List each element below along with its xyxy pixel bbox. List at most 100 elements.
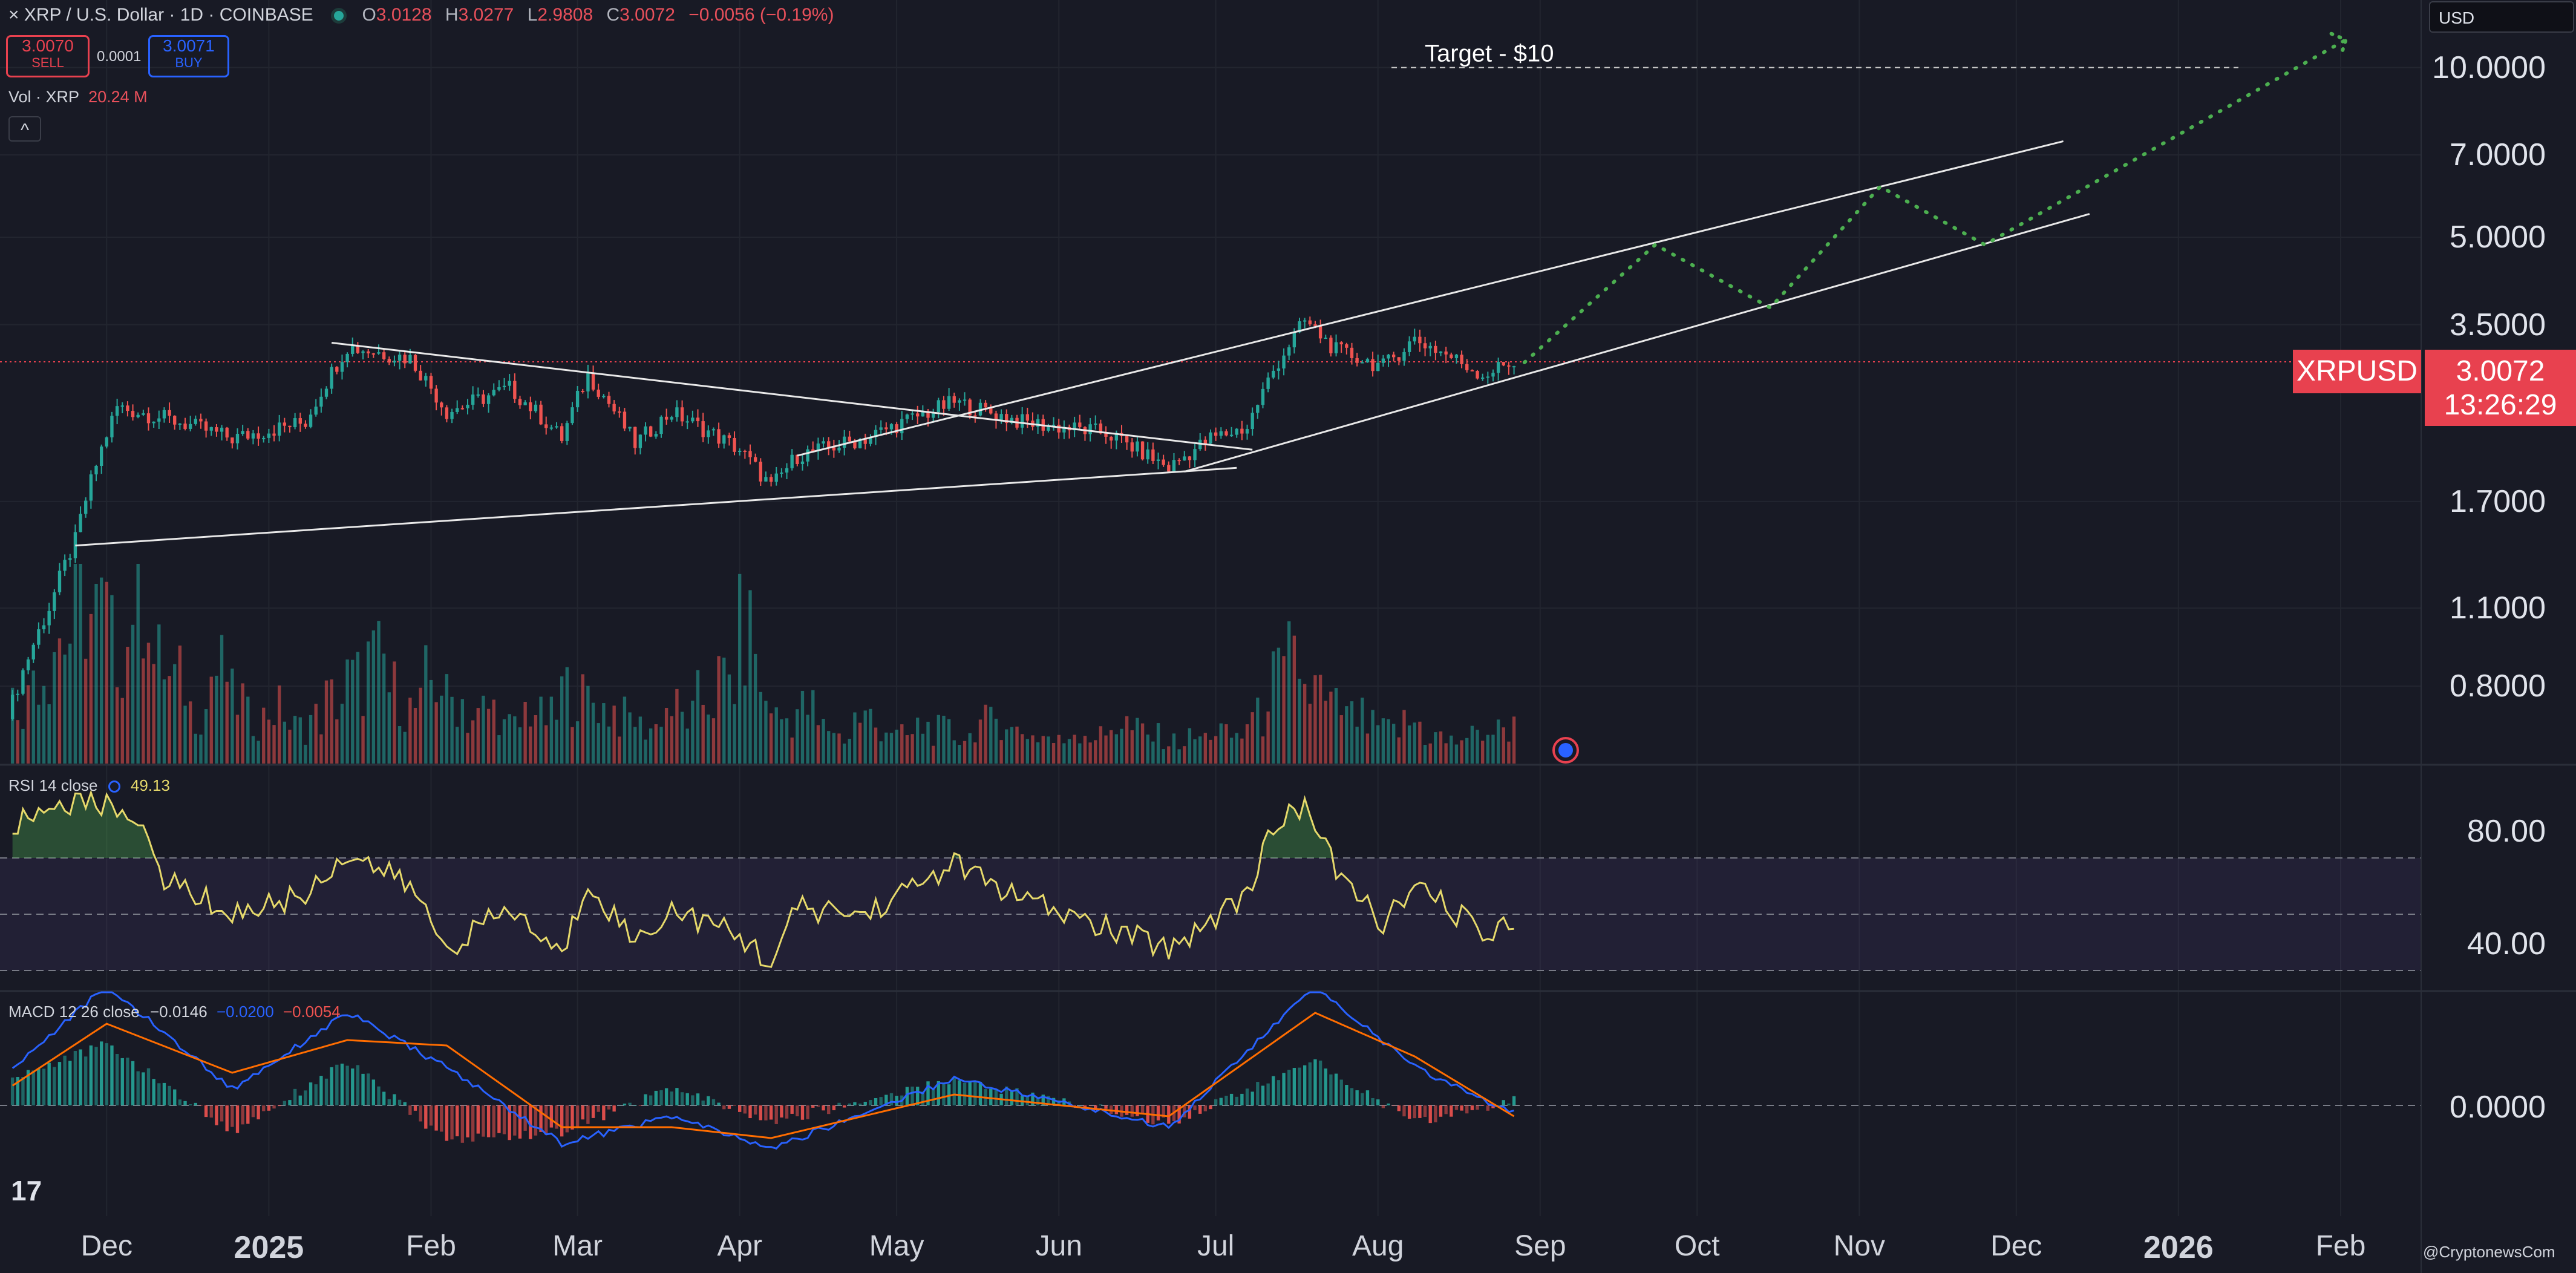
- sell-button[interactable]: 3.0070 SELL: [6, 35, 90, 77]
- macd-histogram-bar: [1407, 1105, 1411, 1119]
- volume-bar: [26, 685, 30, 764]
- macd-histogram-bar: [1183, 1105, 1186, 1118]
- volume-bar: [670, 716, 673, 764]
- volume-bar: [146, 643, 151, 764]
- volume-bar: [1486, 735, 1490, 764]
- candle-body: [178, 424, 182, 425]
- projection-path: [1522, 31, 2349, 364]
- volume-bar: [1146, 735, 1149, 764]
- candle: [393, 355, 396, 367]
- candle-body: [931, 412, 935, 418]
- collapse-button[interactable]: ^: [8, 116, 41, 142]
- candle-body: [602, 396, 606, 398]
- macd-histogram-bar: [638, 1105, 642, 1106]
- candle-body: [989, 407, 993, 414]
- volume-bar: [612, 705, 616, 764]
- volume-bar: [1376, 725, 1380, 764]
- candle-body: [1146, 449, 1149, 460]
- candle: [403, 350, 407, 368]
- volume-bar: [1125, 716, 1129, 764]
- macd-histogram-bar: [157, 1083, 161, 1105]
- macd-histogram-bar: [1292, 1068, 1296, 1105]
- macd-histogram-bar: [1502, 1100, 1505, 1105]
- candle-body: [1434, 345, 1437, 353]
- volume-bar: [555, 719, 558, 764]
- candle: [319, 388, 323, 413]
- bar-countdown: 13:26:29: [2444, 389, 2557, 421]
- candle: [1167, 461, 1171, 473]
- candle: [1266, 372, 1270, 393]
- candle-body: [508, 381, 511, 386]
- candle-body: [115, 406, 119, 416]
- volume-bar: [602, 703, 606, 764]
- macd-histogram-bar: [21, 1077, 25, 1105]
- volume-bar: [869, 708, 872, 764]
- macd-histogram-bar: [340, 1063, 344, 1105]
- currency-select[interactable]: USD: [2429, 1, 2574, 33]
- candle: [1235, 428, 1238, 438]
- buy-button[interactable]: 3.0071 BUY: [148, 35, 229, 77]
- volume-bar: [905, 735, 909, 764]
- volume-bar: [267, 719, 271, 764]
- candle-body: [800, 461, 805, 464]
- macd-histogram-bar: [471, 1105, 475, 1142]
- candle: [413, 354, 417, 373]
- candle-body: [1298, 321, 1301, 333]
- macd-histogram-bar: [387, 1099, 391, 1105]
- price-axis-tick: 3.5000: [2449, 307, 2546, 342]
- volume-bar: [397, 726, 402, 764]
- candle: [800, 455, 805, 471]
- macd-histogram-bar: [931, 1089, 935, 1105]
- candle-body: [293, 418, 297, 428]
- time-axis-tick: Mar: [552, 1230, 603, 1262]
- candle-body: [94, 466, 98, 475]
- macd-histogram-bar: [534, 1105, 538, 1136]
- candle: [89, 470, 93, 509]
- macd-histogram-bar: [1413, 1105, 1416, 1119]
- volume-bar: [1110, 730, 1113, 764]
- macd-histogram-bar: [769, 1105, 773, 1120]
- volume-bar: [796, 709, 799, 764]
- macd-histogram-bar: [1350, 1088, 1354, 1105]
- candle-body: [1047, 426, 1050, 431]
- candle: [1339, 341, 1343, 353]
- volume-bar: [1167, 746, 1171, 764]
- candle-body: [466, 404, 469, 408]
- candle: [774, 466, 778, 486]
- candle: [1397, 357, 1401, 365]
- candle: [649, 425, 653, 437]
- candle: [99, 444, 103, 474]
- symbol-title[interactable]: XRP / U.S. Dollar · 1D · COINBASE: [24, 5, 313, 25]
- symbol-header[interactable]: × XRP / U.S. Dollar · 1D · COINBASE O3.0…: [8, 5, 834, 25]
- volume-bar: [1313, 675, 1317, 764]
- macd-histogram-bar: [1365, 1090, 1370, 1105]
- macd-histogram-bar: [225, 1105, 229, 1131]
- candle-body: [110, 416, 114, 437]
- volume-bar: [466, 733, 469, 764]
- close-icon[interactable]: ×: [8, 5, 19, 25]
- candle-body: [1167, 465, 1171, 472]
- candle: [424, 373, 428, 387]
- candle-body: [863, 439, 867, 444]
- volume-bar: [1203, 733, 1208, 764]
- candle: [1025, 407, 1030, 428]
- candle-body: [230, 437, 234, 443]
- candle-body: [565, 423, 569, 441]
- candle-body: [456, 408, 459, 412]
- candle-body: [1094, 423, 1097, 425]
- macd-histogram-bar: [968, 1082, 972, 1105]
- candle-body: [1512, 366, 1516, 368]
- macd-histogram-bar: [345, 1065, 349, 1105]
- macd-histogram-bar: [1162, 1105, 1165, 1118]
- candle: [1428, 342, 1432, 356]
- macd-histogram-bar: [152, 1079, 155, 1105]
- candle: [220, 425, 224, 440]
- candle: [251, 430, 255, 445]
- candle: [1418, 329, 1422, 352]
- candle: [183, 417, 187, 431]
- macd-histogram-bar: [659, 1090, 663, 1105]
- candle-body: [16, 693, 19, 695]
- volume-bar: [680, 712, 684, 764]
- volume-bar: [351, 659, 355, 764]
